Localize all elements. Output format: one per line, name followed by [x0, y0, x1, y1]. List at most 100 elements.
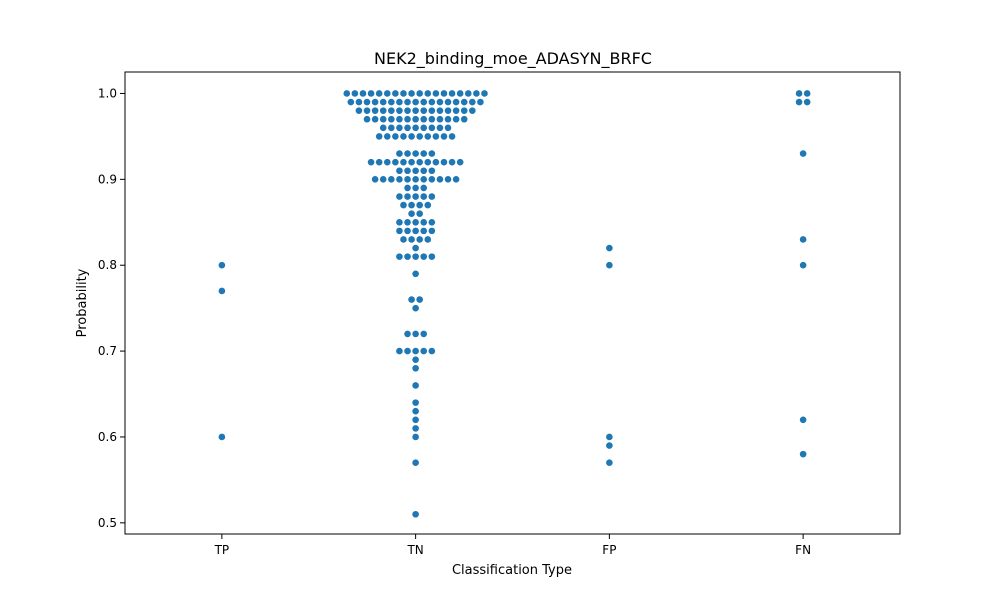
data-point: [416, 210, 423, 217]
data-point: [412, 399, 419, 406]
data-point: [363, 107, 371, 114]
data-point: [396, 253, 403, 260]
data-point: [477, 98, 484, 106]
data-point: [464, 90, 472, 97]
data-point: [412, 407, 419, 415]
data-point: [444, 107, 452, 114]
data-point: [412, 304, 419, 312]
data-point: [218, 261, 226, 269]
data-point: [379, 124, 387, 132]
data-point: [412, 244, 419, 252]
data-point: [444, 115, 452, 123]
data-point: [416, 201, 423, 209]
data-point: [428, 124, 436, 132]
data-point: [383, 90, 391, 97]
data-point: [400, 158, 407, 166]
data-point: [456, 90, 464, 97]
data-point: [379, 176, 387, 183]
data-point: [404, 227, 411, 235]
data-point: [428, 167, 436, 175]
data-point: [606, 433, 613, 441]
data-point: [392, 90, 399, 97]
data-point: [424, 201, 432, 209]
data-point: [412, 115, 419, 123]
data-point: [408, 201, 415, 209]
data-point: [412, 107, 419, 114]
data-point: [424, 90, 432, 97]
data-point: [404, 150, 411, 157]
data-point: [412, 416, 419, 424]
data-point: [444, 98, 452, 106]
data-point: [428, 176, 436, 183]
data-point: [412, 347, 419, 355]
x-tick-label-tp: TP: [214, 543, 230, 557]
data-point: [412, 167, 419, 175]
data-point: [396, 167, 403, 175]
data-point: [371, 176, 379, 183]
data-point: [408, 236, 415, 243]
data-point: [440, 158, 448, 166]
data-point: [412, 227, 419, 235]
data-point: [432, 90, 440, 97]
data-point: [351, 90, 359, 97]
data-point: [432, 133, 440, 140]
data-point: [383, 158, 391, 166]
data-point: [456, 158, 464, 166]
data-point: [412, 150, 419, 157]
data-point: [404, 253, 411, 260]
series-tp: [218, 261, 226, 441]
y-axis-title: Probability: [75, 268, 90, 337]
data-point: [416, 236, 423, 243]
y-tick-label: 0.8: [98, 258, 117, 272]
data-point: [404, 218, 411, 226]
data-point: [420, 124, 428, 132]
data-point: [383, 133, 391, 140]
data-point: [396, 193, 403, 200]
data-point: [420, 193, 428, 200]
data-point: [420, 115, 428, 123]
data-point: [408, 210, 415, 217]
data-point: [392, 133, 399, 140]
data-point: [412, 433, 419, 441]
data-point: [371, 98, 379, 106]
data-point: [404, 167, 411, 175]
data-point: [404, 107, 411, 114]
data-point: [379, 98, 387, 106]
data-point: [388, 107, 395, 114]
data-point: [444, 176, 452, 183]
data-point: [420, 98, 428, 106]
data-point: [412, 184, 419, 192]
data-point: [469, 107, 476, 114]
data-point: [404, 124, 411, 132]
data-point: [428, 227, 436, 235]
data-point: [799, 450, 807, 458]
data-point: [218, 287, 226, 295]
data-point: [359, 90, 367, 97]
data-point: [412, 176, 419, 183]
data-point: [408, 296, 415, 303]
data-point: [428, 193, 436, 200]
data-point: [404, 115, 411, 123]
data-point: [396, 98, 403, 106]
data-point: [428, 253, 436, 260]
data-point: [424, 133, 432, 140]
x-tick-label-fn: FN: [795, 543, 811, 557]
data-point: [795, 90, 803, 97]
data-point: [452, 115, 460, 123]
data-point: [404, 176, 411, 183]
data-point: [371, 115, 379, 123]
x-tick-label-fp: FP: [602, 543, 616, 557]
data-point: [404, 193, 411, 200]
data-point: [428, 98, 436, 106]
data-point: [412, 330, 419, 338]
x-axis: TP TN FP FN: [214, 534, 811, 557]
data-point: [379, 115, 387, 123]
data-point: [803, 98, 811, 106]
data-point: [460, 107, 468, 114]
y-tick-label: 0.7: [98, 344, 117, 358]
data-point: [388, 176, 395, 183]
data-point: [432, 158, 440, 166]
data-point: [396, 150, 403, 157]
